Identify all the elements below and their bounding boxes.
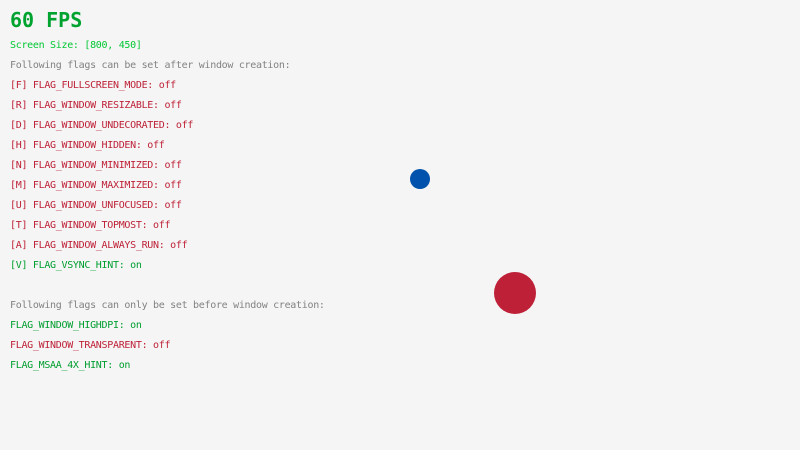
section-header-before-creation: Following flags can only be set before w… (10, 300, 325, 311)
fps-counter: 60 FPS (10, 8, 83, 32)
red-ball (494, 272, 536, 314)
flag-window-hidden: [H] FLAG_WINDOW_HIDDEN: off (10, 140, 165, 151)
flag-window-transparent: FLAG_WINDOW_TRANSPARENT: off (10, 340, 171, 351)
flag-vsync-hint: [V] FLAG_VSYNC_HINT: on (10, 260, 142, 271)
flag-window-resizable: [R] FLAG_WINDOW_RESIZABLE: off (10, 100, 182, 111)
flag-window-minimized: [N] FLAG_WINDOW_MINIMIZED: off (10, 160, 182, 171)
flag-fullscreen-mode: [F] FLAG_FULLSCREEN_MODE: off (10, 80, 176, 91)
flag-window-always-run: [A] FLAG_WINDOW_ALWAYS_RUN: off (10, 240, 188, 251)
flag-msaa-4x-hint: FLAG_MSAA_4X_HINT: on (10, 360, 131, 371)
screen-size-label: Screen Size: [800, 450] (10, 40, 142, 51)
blue-ball (410, 169, 430, 189)
flag-window-unfocused: [U] FLAG_WINDOW_UNFOCUSED: off (10, 200, 182, 211)
flag-window-topmost: [T] FLAG_WINDOW_TOPMOST: off (10, 220, 171, 231)
flag-window-undecorated: [D] FLAG_WINDOW_UNDECORATED: off (10, 120, 194, 131)
section-header-after-creation: Following flags can be set after window … (10, 60, 291, 71)
flag-window-highdpi: FLAG_WINDOW_HIGHDPI: on (10, 320, 142, 331)
flag-window-maximized: [M] FLAG_WINDOW_MAXIMIZED: off (10, 180, 182, 191)
